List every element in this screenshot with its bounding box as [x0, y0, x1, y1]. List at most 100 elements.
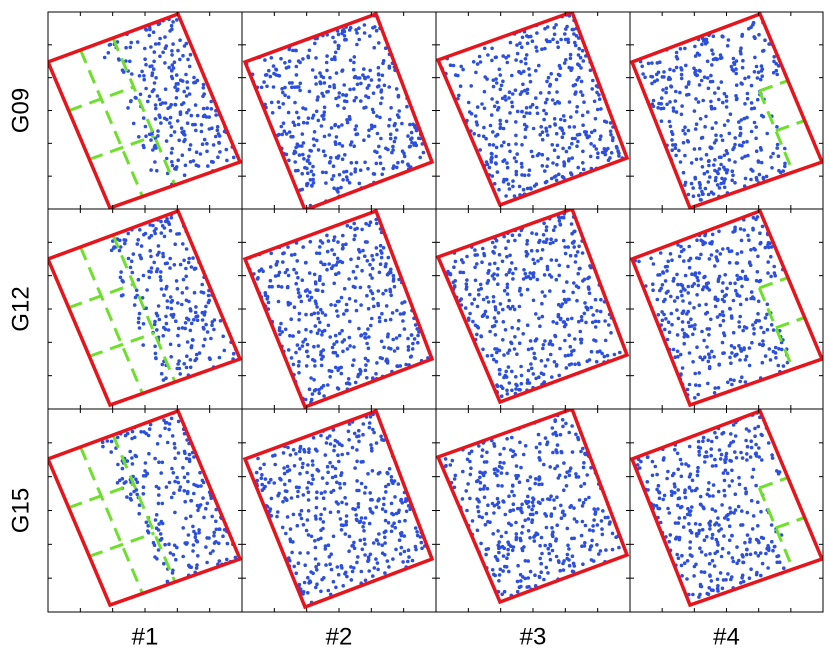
point: [443, 464, 448, 469]
point: [482, 46, 487, 51]
point: [695, 238, 699, 242]
point: [323, 547, 328, 551]
point: [520, 546, 524, 551]
point: [323, 453, 328, 457]
point: [521, 332, 525, 336]
point: [525, 378, 530, 382]
point: [188, 514, 193, 519]
point: [698, 584, 703, 588]
point: [481, 487, 486, 491]
point: [400, 121, 404, 126]
point: [733, 508, 738, 512]
point: [737, 482, 742, 487]
point: [185, 286, 189, 290]
point: [694, 97, 698, 101]
point: [286, 445, 290, 450]
point: [497, 540, 502, 544]
point: [133, 95, 138, 100]
point: [276, 284, 281, 289]
point: [719, 56, 724, 60]
point: [580, 519, 585, 524]
point: [505, 161, 509, 165]
point: [665, 102, 669, 107]
point: [594, 147, 599, 151]
point: [527, 168, 532, 172]
point: [384, 288, 388, 293]
point: [368, 273, 373, 277]
point: [570, 554, 575, 558]
point: [387, 124, 391, 128]
point: [362, 537, 367, 542]
point: [172, 543, 177, 548]
point: [176, 451, 181, 455]
point: [569, 362, 574, 366]
point: [705, 40, 709, 45]
point: [529, 366, 534, 371]
point: [118, 245, 123, 249]
point: [281, 121, 286, 125]
point: [299, 299, 304, 304]
point: [353, 299, 358, 303]
point: [657, 496, 662, 501]
point: [716, 489, 721, 494]
point: [535, 31, 539, 35]
point: [460, 497, 465, 501]
point: [692, 282, 696, 286]
point: [496, 266, 500, 271]
point: [475, 505, 480, 509]
point: [315, 331, 320, 336]
point: [740, 269, 745, 274]
point: [494, 81, 499, 85]
point: [399, 545, 404, 550]
point: [561, 146, 565, 151]
point: [552, 117, 557, 121]
point: [309, 482, 314, 486]
point: [142, 74, 146, 78]
point: [746, 153, 750, 158]
point: [322, 394, 326, 398]
point: [478, 475, 482, 480]
point: [202, 113, 207, 118]
point: [329, 552, 334, 556]
point: [406, 336, 410, 341]
point: [280, 132, 285, 137]
point: [650, 81, 654, 86]
point: [528, 111, 532, 115]
point: [366, 327, 370, 331]
point: [745, 91, 750, 96]
point: [708, 79, 713, 84]
point: [314, 56, 318, 60]
point: [678, 160, 683, 164]
point: [589, 305, 593, 310]
point: [577, 244, 581, 249]
point: [496, 282, 500, 287]
point: [327, 133, 332, 137]
point: [728, 377, 733, 382]
point: [509, 523, 513, 527]
point: [167, 65, 171, 70]
point: [724, 99, 729, 103]
point: [406, 345, 411, 349]
point: [205, 536, 209, 540]
point: [702, 285, 706, 289]
point: [751, 22, 755, 27]
point: [389, 501, 394, 506]
point: [359, 460, 364, 464]
point: [473, 114, 478, 118]
point: [514, 537, 518, 542]
point: [307, 89, 312, 94]
point: [322, 105, 327, 110]
point: [187, 108, 191, 112]
point: [153, 103, 158, 107]
point: [163, 101, 168, 105]
point: [576, 165, 580, 170]
point: [140, 296, 145, 300]
point: [581, 161, 585, 165]
point: [134, 477, 138, 482]
point: [495, 473, 499, 478]
point: [360, 227, 364, 232]
point: [720, 138, 725, 143]
green-dashed-line: [758, 276, 789, 290]
point: [734, 456, 739, 460]
point: [506, 552, 511, 557]
